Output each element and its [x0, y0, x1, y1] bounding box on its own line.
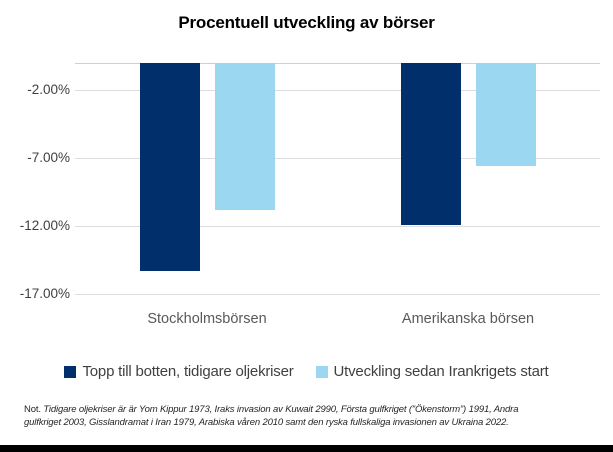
plot-area — [75, 63, 600, 295]
footnote-prefix: Not. — [24, 404, 41, 415]
category-label: Stockholmsbörsen — [147, 311, 267, 327]
chart-title: Procentuell utveckling av börser — [178, 13, 435, 32]
bar-amerikanska-b-rsen-s2 — [476, 63, 536, 167]
legend-entry: Utveckling sedan Irankrigets start — [315, 363, 549, 380]
legend-label: Utveckling sedan Irankrigets start — [333, 363, 549, 380]
y-axis: -2.00% -7.00% -12.00% -17.00% — [0, 63, 70, 301]
legend-label: Topp till botten, tidigare oljekriser — [82, 363, 294, 380]
bar-stockholmsb-rsen-s1 — [140, 63, 200, 271]
footnote-line-2: gulfkriget 2003, Gisslandramat i Iran 19… — [24, 416, 509, 428]
bar-stockholmsb-rsen-s2 — [215, 63, 275, 210]
legend-swatch — [315, 365, 328, 378]
y-axis-tick-label: -12.00% — [19, 218, 70, 234]
y-axis-tick-label: -7.00% — [27, 150, 70, 166]
footnote-line-1-text: Tidigare oljekriser är är Yom Kippur 197… — [40, 404, 519, 415]
legend: Topp till botten, tidigare oljekriser Utv… — [0, 363, 613, 380]
y-axis-tick-label: -17.00% — [19, 286, 70, 301]
gridline — [75, 90, 600, 92]
footnote-line-1: Not. Tidigare oljekriser är är Yom Kippu… — [24, 404, 518, 417]
legend-entry: Topp till botten, tidigare oljekriser — [64, 363, 294, 380]
legend-swatch — [64, 365, 77, 378]
x-axis-labels: Stockholmsbörsen Amerikanska börsen — [0, 311, 613, 331]
bar-amerikanska-b-rsen-s1 — [401, 63, 461, 225]
y-axis-tick-label: -2.00% — [27, 82, 70, 98]
bottom-border-bar — [0, 445, 613, 452]
gridline — [75, 226, 600, 228]
category-label: Amerikanska börsen — [401, 311, 535, 327]
gridline — [75, 158, 600, 160]
footnote: Not. Tidigare oljekriser är är Yom Kippu… — [24, 404, 518, 429]
baseline-gridline — [75, 63, 600, 64]
gridline — [75, 294, 600, 295]
